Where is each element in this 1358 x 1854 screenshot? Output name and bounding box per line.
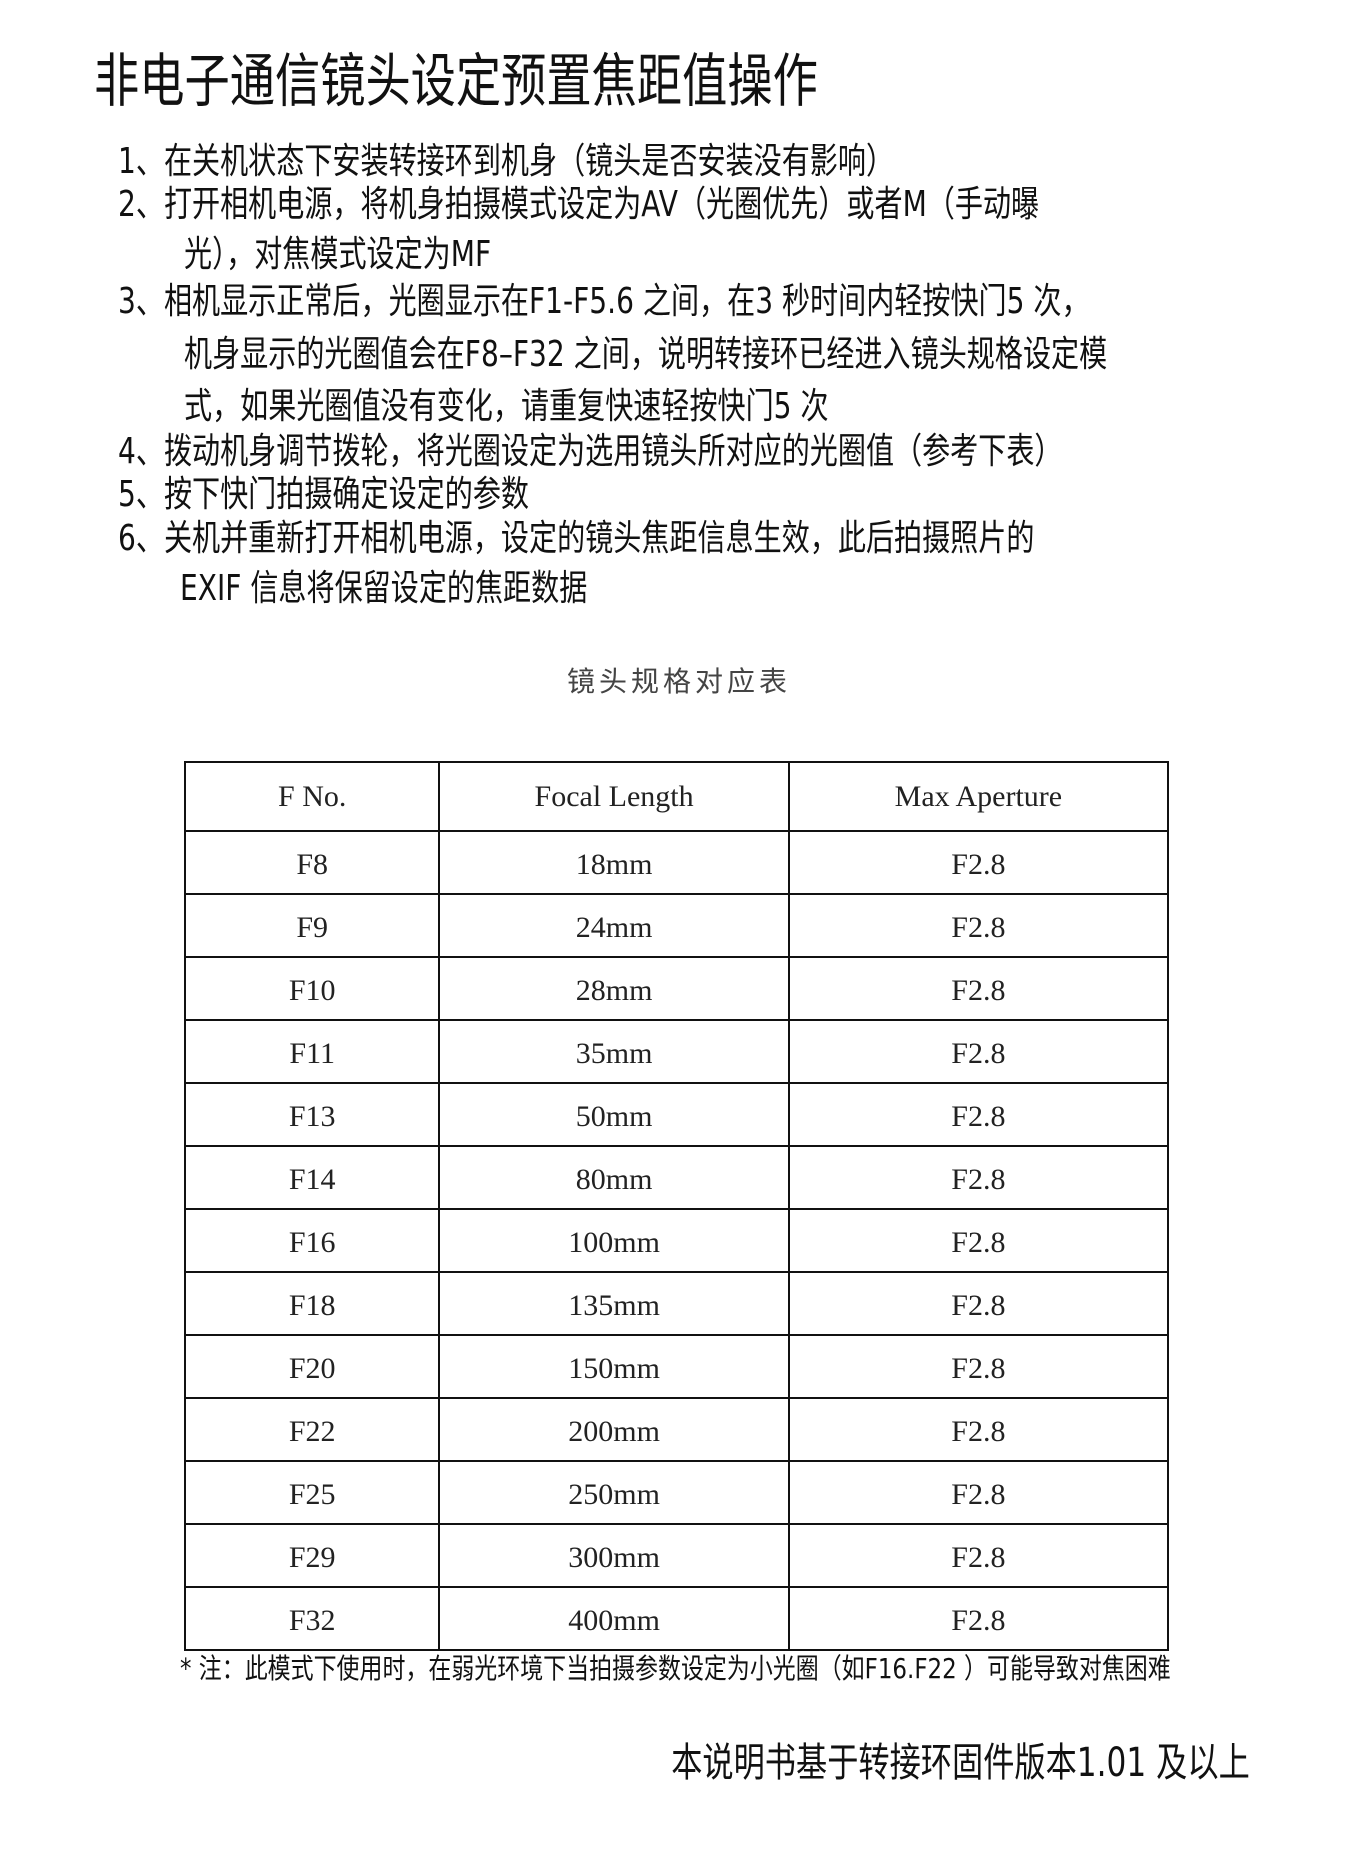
cell-f-no: F18: [183, 1271, 441, 1336]
table-row: F13 50mm F2.8: [183, 1082, 1170, 1147]
table-header-row: F No. Focal Length Max Aperture: [183, 761, 1170, 832]
cell-f-no: F16: [183, 1208, 441, 1273]
cell-focal-length: 35mm: [438, 1019, 790, 1084]
cell-focal-length: 80mm: [438, 1145, 790, 1210]
step-1: 1、在关机状态下安装转接环到机身（镜头是否安装没有影响）: [118, 141, 895, 182]
footnote: * 注：此模式下使用时，在弱光环境下当拍摄参数设定为小光圈（如F16.F22 ）…: [180, 1652, 1171, 1685]
cell-max-aperture: F2.8: [787, 956, 1170, 1021]
table-row: F25 250mm F2.8: [183, 1460, 1170, 1525]
cell-f-no: F32: [183, 1586, 441, 1651]
cell-focal-length: 200mm: [438, 1397, 790, 1462]
cell-focal-length: 300mm: [438, 1523, 790, 1588]
cell-focal-length: 150mm: [438, 1334, 790, 1399]
cell-f-no: F8: [183, 830, 441, 895]
cell-max-aperture: F2.8: [787, 1271, 1170, 1336]
cell-focal-length: 400mm: [438, 1586, 790, 1651]
cell-max-aperture: F2.8: [787, 1334, 1170, 1399]
cell-f-no: F22: [183, 1397, 441, 1462]
table-row: F16 100mm F2.8: [183, 1208, 1170, 1273]
step-3: 3、相机显示正常后，光圈显示在F1-F5.6 之间，在3 秒时间内轻按快门5 次…: [118, 281, 1090, 322]
cell-f-no: F13: [183, 1082, 441, 1147]
table-row: F18 135mm F2.8: [183, 1271, 1170, 1336]
cell-focal-length: 100mm: [438, 1208, 790, 1273]
step-4: 4、拨动机身调节拨轮，将光圈设定为选用镜头所对应的光圈值（参考下表）: [118, 431, 1063, 472]
cell-max-aperture: F2.8: [787, 1460, 1170, 1525]
cell-f-no: F20: [183, 1334, 441, 1399]
table-row: F14 80mm F2.8: [183, 1145, 1170, 1210]
step-2: 2、打开相机电源，将机身拍摄模式设定为AV（光圈优先）或者M（手动曝: [118, 184, 1040, 225]
header-max-aperture: Max Aperture: [787, 761, 1170, 832]
lens-spec-table: F No. Focal Length Max Aperture F8 18mm F2…: [183, 761, 1170, 1651]
table-row: F10 28mm F2.8: [183, 956, 1170, 1021]
cell-focal-length: 135mm: [438, 1271, 790, 1336]
cell-f-no: F9: [183, 893, 441, 958]
cell-max-aperture: F2.8: [787, 1082, 1170, 1147]
cell-f-no: F10: [183, 956, 441, 1021]
table-row: F8 18mm F2.8: [183, 830, 1170, 895]
step-6-cont: EXIF 信息将保留设定的焦距数据: [180, 568, 588, 609]
cell-f-no: F11: [183, 1019, 441, 1084]
cell-max-aperture: F2.8: [787, 1019, 1170, 1084]
cell-max-aperture: F2.8: [787, 1145, 1170, 1210]
cell-focal-length: 24mm: [438, 893, 790, 958]
cell-max-aperture: F2.8: [787, 1397, 1170, 1462]
table-row: F20 150mm F2.8: [183, 1334, 1170, 1399]
table-row: F9 24mm F2.8: [183, 893, 1170, 958]
table-row: F32 400mm F2.8: [183, 1586, 1170, 1651]
header-f-no: F No.: [183, 761, 441, 832]
firmware-version-note: 本说明书基于转接环固件版本1.01 及以上: [671, 1740, 1250, 1786]
cell-f-no: F29: [183, 1523, 441, 1588]
page-title: 非电子通信镜头设定预置焦距值操作: [94, 47, 818, 115]
cell-focal-length: 28mm: [438, 956, 790, 1021]
cell-f-no: F14: [183, 1145, 441, 1210]
cell-max-aperture: F2.8: [787, 893, 1170, 958]
table-row: F22 200mm F2.8: [183, 1397, 1170, 1462]
table-caption: 镜头规格对应表: [566, 665, 791, 698]
step-2-cont: 光），对焦模式设定为MF: [184, 234, 492, 275]
cell-f-no: F25: [183, 1460, 441, 1525]
step-3-cont: 机身显示的光圈值会在F8–F32 之间，说明转接环已经进入镜头规格设定模: [184, 334, 1108, 375]
cell-focal-length: 50mm: [438, 1082, 790, 1147]
cell-max-aperture: F2.8: [787, 1523, 1170, 1588]
cell-focal-length: 18mm: [438, 830, 790, 895]
cell-focal-length: 250mm: [438, 1460, 790, 1525]
cell-max-aperture: F2.8: [787, 1586, 1170, 1651]
step-5: 5、按下快门拍摄确定设定的参数: [118, 474, 529, 515]
header-focal-length: Focal Length: [438, 761, 790, 832]
step-6: 6、关机并重新打开相机电源，设定的镜头焦距信息生效，此后拍摄照片的: [118, 518, 1035, 559]
cell-max-aperture: F2.8: [787, 1208, 1170, 1273]
cell-max-aperture: F2.8: [787, 830, 1170, 895]
table-row: F11 35mm F2.8: [183, 1019, 1170, 1084]
step-3-cont2: 式，如果光圈值没有变化，请重复快速轻按快门5 次: [184, 386, 829, 427]
table-row: F29 300mm F2.8: [183, 1523, 1170, 1588]
